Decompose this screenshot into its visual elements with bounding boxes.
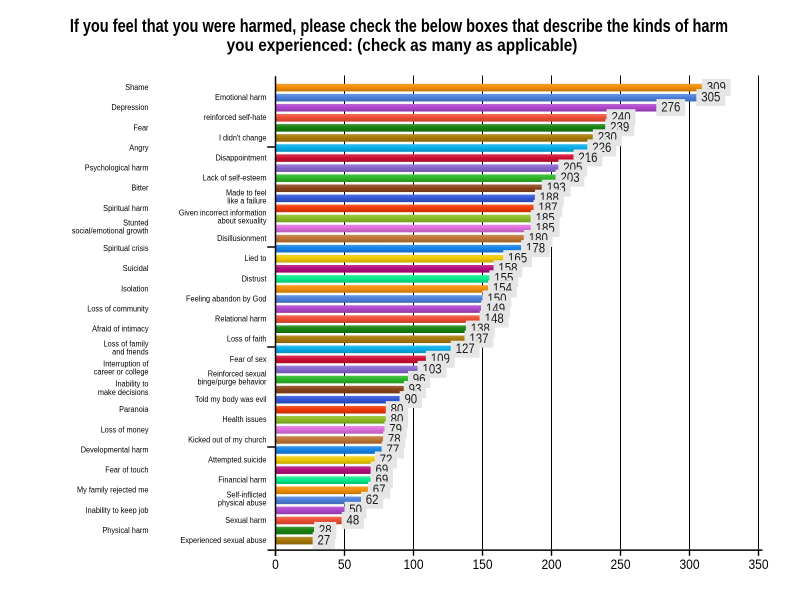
svg-text:Psychological harm: Psychological harm	[85, 163, 149, 172]
svg-text:Lack of self-esteem: Lack of self-esteem	[203, 173, 267, 182]
svg-text:Suicidal: Suicidal	[123, 264, 149, 273]
svg-text:200: 200	[541, 556, 561, 572]
svg-text:you experienced: (check as man: you experienced: (check as many as appli…	[227, 35, 578, 55]
svg-text:Fear of touch: Fear of touch	[105, 465, 148, 474]
svg-text:Spiritual crisis: Spiritual crisis	[103, 244, 148, 253]
svg-text:Told my body was evil: Told my body was evil	[195, 395, 267, 404]
svg-text:305: 305	[701, 90, 720, 105]
svg-text:Angry: Angry	[129, 143, 148, 152]
svg-text:Experienced sexual abuse: Experienced sexual abuse	[180, 536, 266, 545]
svg-text:150: 150	[472, 556, 492, 572]
svg-text:0: 0	[272, 556, 279, 572]
svg-text:Feeling abandon by God: Feeling abandon by God	[186, 294, 266, 303]
svg-text:social/emotional growth: social/emotional growth	[72, 226, 149, 235]
svg-text:Health issues: Health issues	[222, 415, 266, 424]
svg-text:Self-inflicted: Self-inflicted	[226, 490, 266, 499]
svg-text:physical abuse: physical abuse	[218, 498, 267, 507]
svg-text:Loss of money: Loss of money	[101, 425, 149, 434]
svg-text:If you feel that you were harm: If you feel that you were harmed, please…	[70, 17, 728, 37]
svg-text:100: 100	[403, 556, 423, 572]
svg-text:350: 350	[748, 556, 768, 572]
svg-text:Reinforced sexual: Reinforced sexual	[208, 369, 267, 378]
svg-text:50: 50	[338, 556, 351, 572]
svg-text:Made to feel: Made to feel	[226, 188, 267, 197]
svg-text:Disappointment: Disappointment	[215, 153, 267, 162]
svg-text:Inability to keep job: Inability to keep job	[86, 506, 149, 515]
svg-text:reinforced self-hate: reinforced self-hate	[204, 113, 267, 122]
svg-text:Emotional harm: Emotional harm	[215, 93, 266, 102]
svg-text:48: 48	[346, 512, 359, 527]
svg-text:Loss of community: Loss of community	[87, 304, 148, 313]
svg-text:Kicked out of my church: Kicked out of my church	[188, 435, 266, 444]
svg-text:and friends: and friends	[112, 347, 149, 356]
svg-text:make decisions: make decisions	[98, 388, 149, 397]
svg-text:Financial harm: Financial harm	[218, 475, 266, 484]
svg-text:binge/purge behavior: binge/purge behavior	[197, 377, 266, 386]
svg-text:Depression: Depression	[111, 103, 148, 112]
svg-text:Fear: Fear	[133, 123, 149, 132]
svg-text:Developmental harm: Developmental harm	[81, 445, 149, 454]
svg-text:about sexuality: about sexuality	[217, 216, 266, 225]
svg-text:250: 250	[610, 556, 630, 572]
svg-text:Given incorrect information: Given incorrect information	[179, 208, 267, 217]
svg-text:Isolation: Isolation	[121, 284, 148, 293]
svg-text:276: 276	[661, 100, 680, 115]
svg-text:career or college: career or college	[94, 367, 149, 376]
svg-text:Spiritual harm: Spiritual harm	[103, 204, 148, 213]
svg-text:Loss of faith: Loss of faith	[227, 334, 267, 343]
svg-text:Attempted suicide: Attempted suicide	[208, 455, 266, 464]
svg-text:Loss of family: Loss of family	[104, 339, 149, 348]
svg-text:Distrust: Distrust	[242, 274, 268, 283]
svg-text:Fear of sex: Fear of sex	[230, 355, 267, 364]
svg-text:Relational harm: Relational harm	[215, 314, 266, 323]
svg-text:300: 300	[679, 556, 699, 572]
svg-text:I didn't change: I didn't change	[219, 133, 267, 142]
svg-text:Stunted: Stunted	[123, 218, 148, 227]
svg-text:like a failure: like a failure	[227, 196, 266, 205]
svg-text:Shame: Shame	[125, 83, 148, 92]
svg-text:Physical harm: Physical harm	[102, 526, 148, 535]
svg-text:Interruption of: Interruption of	[103, 359, 149, 368]
svg-text:Bitter: Bitter	[131, 183, 149, 192]
svg-text:Afraid of intimacy: Afraid of intimacy	[92, 324, 148, 333]
svg-text:62: 62	[366, 492, 379, 507]
svg-text:Paranoia: Paranoia	[119, 405, 149, 414]
svg-text:Lied to: Lied to	[244, 254, 266, 263]
svg-text:127: 127	[456, 341, 475, 356]
svg-text:Sexual harm: Sexual harm	[225, 516, 266, 525]
svg-text:My family rejected me: My family rejected me	[77, 485, 148, 494]
svg-text:27: 27	[317, 533, 330, 548]
svg-text:Disillusionment: Disillusionment	[217, 234, 267, 243]
svg-text:Inability to: Inability to	[115, 379, 148, 388]
